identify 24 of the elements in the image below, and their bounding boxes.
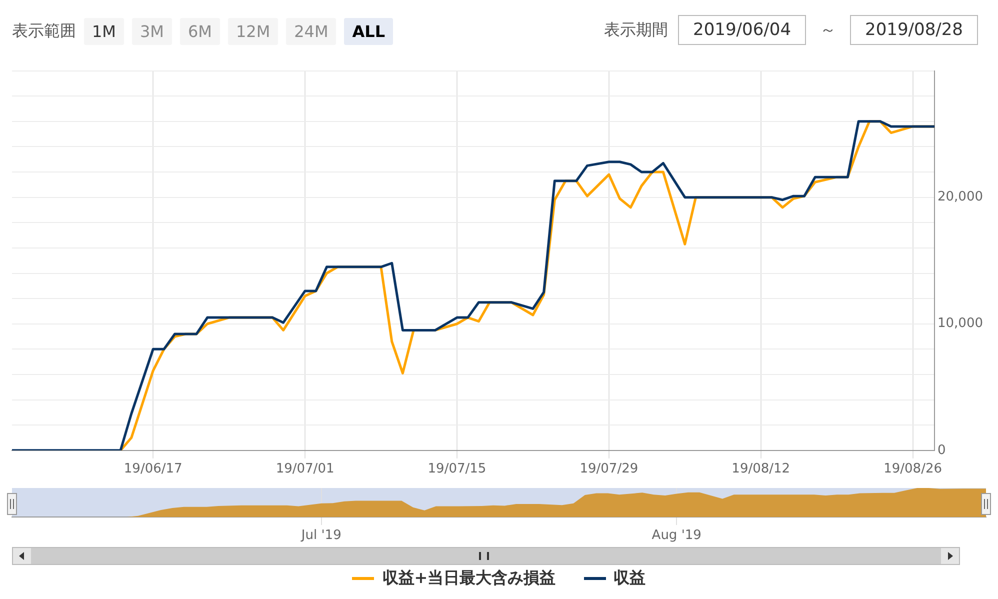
x-tick-label: 19/06/17 [124,462,182,477]
x-tick-label: 19/07/01 [276,462,334,477]
y-tick-label: 20,000 [938,190,984,205]
x-tick-label: 19/08/26 [884,462,942,477]
y-tick-label: 0 [938,442,946,458]
text: 2019/08/28 [850,15,978,45]
x-tick-label: 19/07/29 [580,462,638,477]
text: 表示期間 [604,20,668,40]
text: 2019/06/04 [678,15,806,45]
text: 24M [286,18,336,45]
text: 3M [132,18,172,45]
text: 1M [84,18,124,45]
text: ALL [344,18,394,45]
legend-label: 収益+当日最大含み損益 [382,568,556,589]
y-tick-label: 10,000 [938,316,984,332]
text: 12M [228,18,278,45]
x-tick-label: 19/07/15 [428,462,486,477]
text: 6M [180,18,220,45]
text: 表示範囲 [12,21,76,42]
legend-label: 収益 [614,568,646,589]
x-tick-label: Aug '19 [652,528,702,544]
text: ～ [820,20,836,40]
x-tick-label: 19/08/12 [732,462,790,477]
x-tick-label: Jul '19 [300,528,342,544]
